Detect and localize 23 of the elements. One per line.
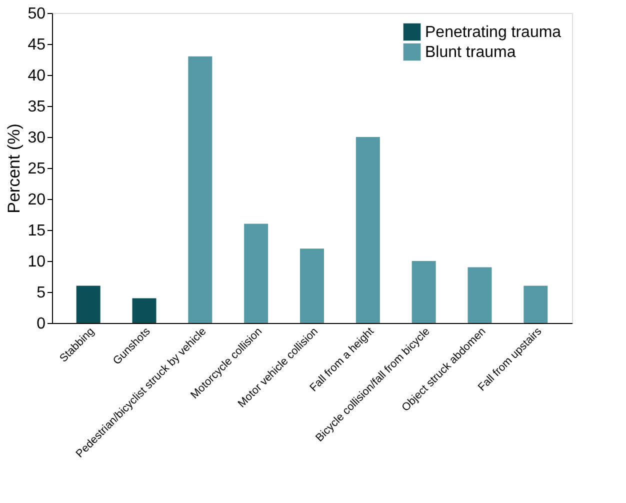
bar xyxy=(356,137,380,323)
bar xyxy=(244,224,268,323)
y-tick-label: 20 xyxy=(28,192,46,208)
y-axis-title: Percent (%) xyxy=(4,124,24,214)
bar xyxy=(76,286,100,323)
bar xyxy=(188,56,212,323)
y-tick-label: 30 xyxy=(28,130,46,146)
y-tick-label: 45 xyxy=(28,36,46,54)
y-tick-label: 40 xyxy=(28,68,46,84)
bar xyxy=(300,248,324,323)
y-tick-label: 15 xyxy=(28,222,46,240)
y-tick-label: 25 xyxy=(28,160,46,178)
legend-label: Penetrating trauma xyxy=(425,24,562,41)
bar xyxy=(468,267,492,323)
y-tick-label: 5 xyxy=(36,284,46,302)
legend-label: Blunt trauma xyxy=(425,44,516,61)
y-tick-label: 0 xyxy=(36,316,46,332)
y-tick-label: 50 xyxy=(28,6,46,22)
bar xyxy=(524,286,548,323)
bar xyxy=(412,261,436,323)
y-tick-label: 35 xyxy=(28,98,46,116)
bar xyxy=(132,298,156,323)
y-tick-label: 10 xyxy=(28,254,46,270)
